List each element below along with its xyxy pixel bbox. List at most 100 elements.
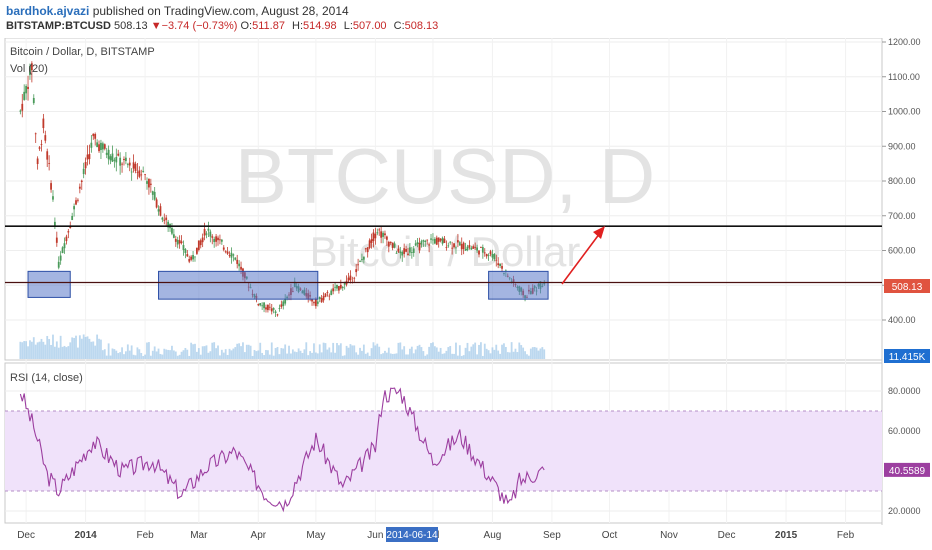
candle-body	[270, 308, 273, 312]
volume-bar	[526, 354, 528, 359]
price-pane[interactable]	[4, 38, 883, 361]
volume-bar	[209, 351, 212, 359]
low-label: L:	[343, 20, 353, 32]
chart-canvas[interactable]: BTCUSD, D Bitcoin / Dollar Bitcoin / Dol…	[0, 38, 932, 550]
volume-bar	[161, 354, 164, 359]
candle-body	[314, 299, 317, 307]
volume-bar	[32, 337, 35, 359]
volume-bar	[184, 347, 187, 359]
volume-bar	[382, 353, 384, 359]
volume-bar	[268, 354, 271, 359]
volume-bar	[178, 354, 181, 359]
down-triangle-icon: ▼	[150, 20, 162, 32]
volume-bar	[230, 350, 233, 359]
candle-body	[447, 245, 450, 247]
volume-bar	[320, 352, 323, 359]
volume-bar	[424, 355, 427, 359]
candle-body	[460, 243, 463, 250]
volume-bar	[403, 346, 406, 359]
volume-bar	[80, 338, 83, 359]
candle-body	[267, 304, 269, 311]
candle-body	[376, 232, 379, 234]
support-box[interactable]	[488, 270, 549, 300]
author-link[interactable]: bardhok.ajvazi	[6, 4, 90, 18]
volume-bar	[130, 345, 133, 359]
support-box[interactable]	[158, 270, 319, 300]
candle-body	[73, 206, 75, 210]
volume-bar	[245, 344, 248, 359]
volume-bar	[151, 350, 154, 359]
price-tick-label: 600.00	[888, 246, 916, 256]
candle-body	[372, 232, 375, 242]
time-tick-label: 2014	[74, 530, 97, 541]
volume-bar	[286, 353, 288, 359]
candle-body	[480, 247, 482, 248]
volume-tag-bg	[884, 349, 930, 363]
candle-body	[103, 144, 106, 149]
volume-bar	[217, 345, 219, 359]
volume-bar	[267, 350, 269, 359]
volume-bar	[314, 352, 317, 359]
volume-bar	[213, 342, 216, 359]
candle-body	[274, 311, 277, 314]
candle-body	[130, 171, 133, 173]
candle-body	[178, 240, 181, 244]
support-box[interactable]	[27, 270, 71, 298]
volume-bar	[524, 351, 526, 359]
open-label: O:	[240, 20, 253, 32]
candle-body	[391, 242, 394, 248]
volume-bar	[50, 344, 52, 359]
candle-body	[466, 246, 469, 251]
candle-body	[84, 162, 87, 169]
volume-bar	[535, 347, 538, 359]
price-tick-label: 700.00	[888, 211, 916, 221]
candle-body	[149, 183, 152, 185]
volume-bar	[453, 353, 455, 359]
candle-body	[257, 304, 260, 306]
candle-body	[339, 284, 342, 289]
volume-bar	[228, 348, 231, 359]
volume-bar	[437, 351, 440, 359]
candle-body	[328, 295, 331, 297]
volume-bar	[311, 352, 313, 359]
rsi-tag-text: 40.5589	[889, 466, 926, 477]
volume-bar	[126, 344, 129, 359]
volume-bar	[533, 347, 536, 359]
time-tick-label: May	[306, 530, 325, 541]
volume-bar	[409, 348, 411, 359]
candle-body	[19, 110, 22, 112]
volume-bar	[211, 342, 214, 359]
candle-body	[501, 266, 503, 269]
time-tick-label: Aug	[484, 530, 502, 541]
volume-bar	[503, 343, 505, 359]
volume-bar	[92, 341, 95, 359]
candle-body	[357, 264, 360, 266]
candle-body	[491, 254, 494, 258]
candle-body	[439, 238, 442, 241]
projection-arrow[interactable]	[561, 226, 605, 285]
candle-body	[370, 239, 373, 244]
volume-bar	[295, 352, 298, 359]
volume-bar	[132, 354, 135, 359]
candle-body	[29, 65, 31, 75]
candle-body	[80, 180, 83, 182]
candle-body	[105, 152, 108, 155]
volume-tag: 11.415K	[884, 349, 930, 363]
volume-bar	[157, 348, 160, 359]
volume-bar	[140, 352, 143, 359]
candle-body	[144, 174, 146, 176]
volume-bar	[447, 347, 450, 359]
volume-bar	[23, 341, 26, 359]
volume-bar	[249, 345, 252, 359]
candle-body	[318, 296, 321, 300]
candle-body	[353, 277, 356, 279]
candle-body	[44, 135, 47, 141]
volume-bar	[305, 342, 308, 359]
candle-body	[407, 253, 409, 255]
candle-body	[155, 199, 158, 208]
volume-bar	[464, 347, 467, 359]
volume-bar	[144, 354, 146, 359]
volume-bar	[474, 342, 477, 359]
candle-body	[180, 241, 183, 244]
candle-body	[426, 239, 429, 241]
